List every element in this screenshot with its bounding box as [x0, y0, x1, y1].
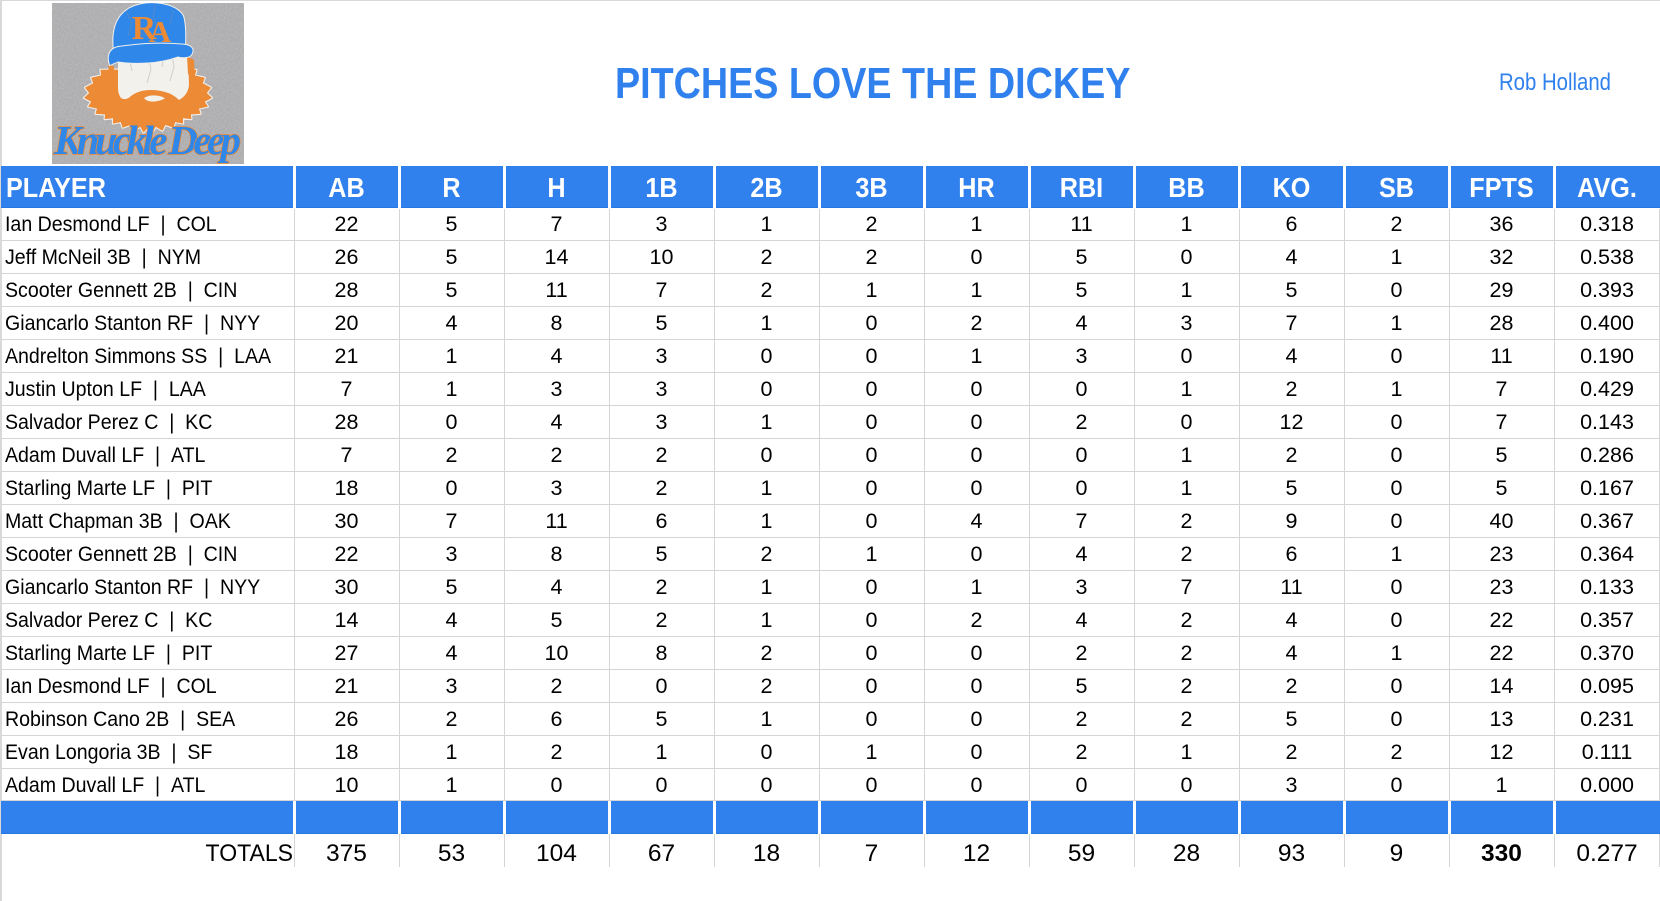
svg-text:Knuckle Deep: Knuckle Deep [53, 117, 241, 163]
svg-text:A: A [149, 14, 172, 49]
svg-text:R: R [132, 10, 157, 47]
